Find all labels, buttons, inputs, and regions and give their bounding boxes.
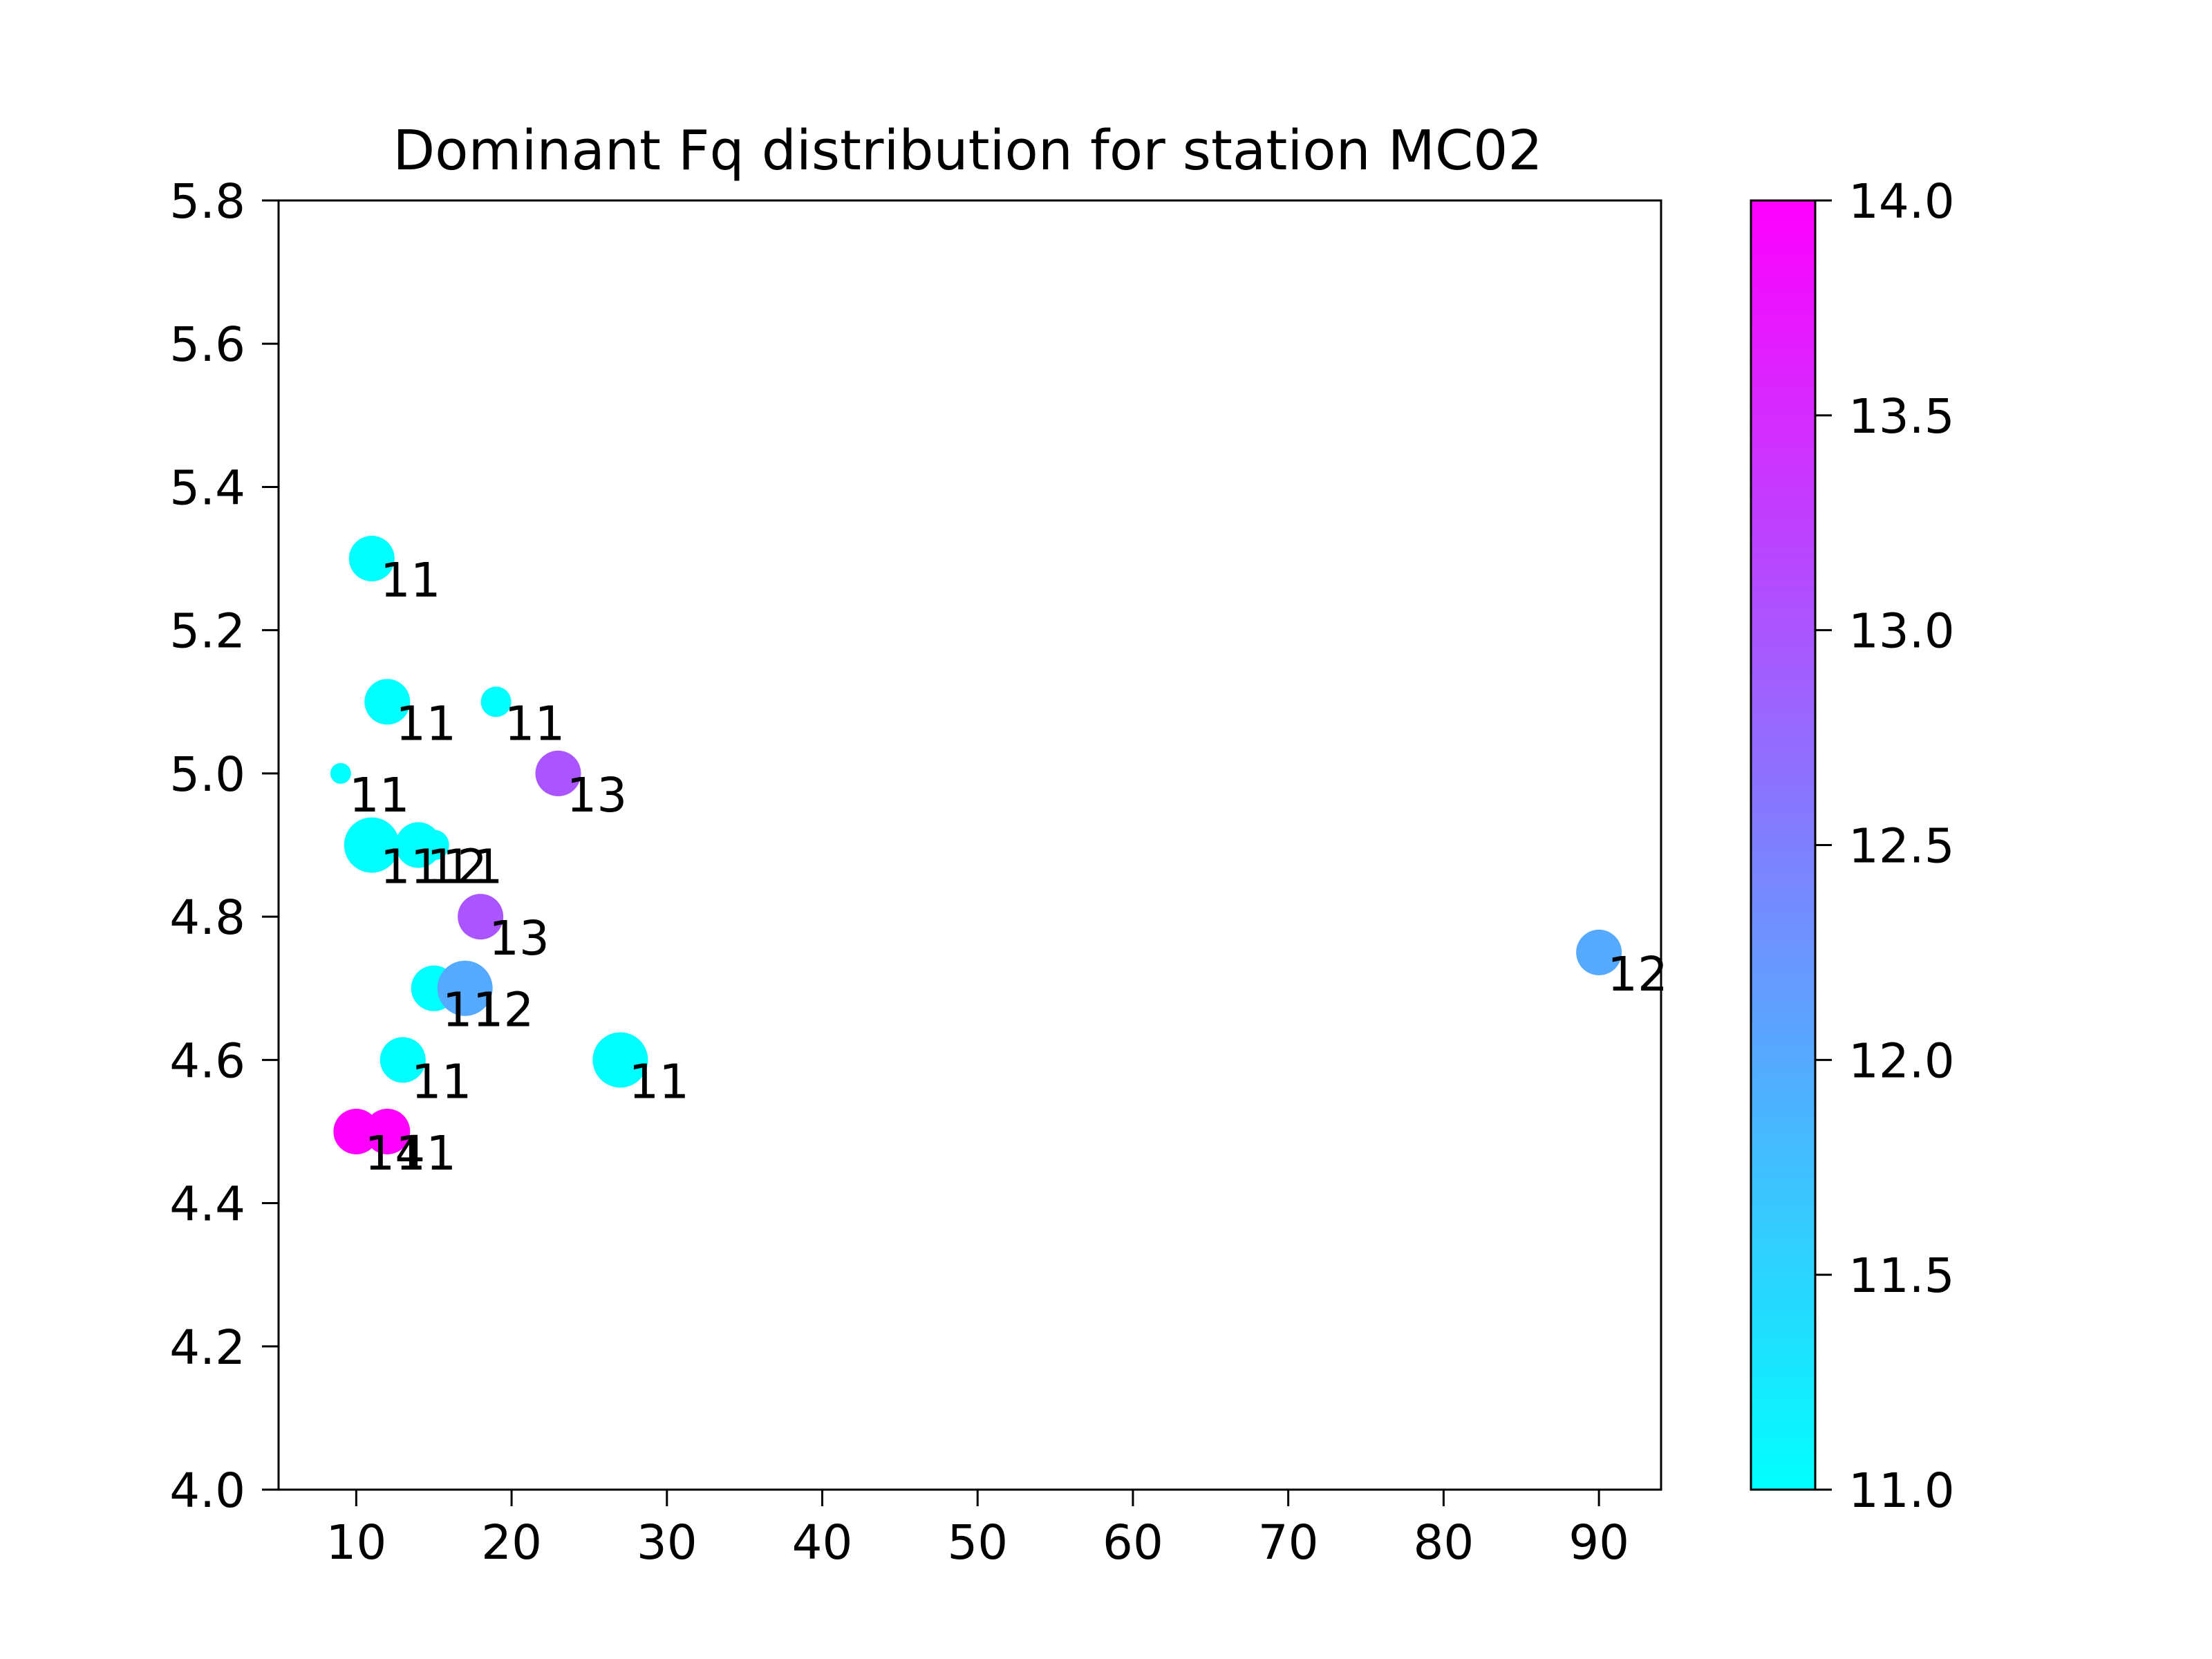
- colorbar-tick-label: 13.0: [1848, 604, 1955, 659]
- colorbar-axis: 11.0 11.5 12.0 12.5 13.0 13.5 14.0: [1815, 174, 1955, 1519]
- point-label: 11: [380, 840, 441, 895]
- scatter-point: [592, 1032, 648, 1088]
- y-tick-label: 4.4: [169, 1177, 245, 1232]
- scatter-point: [330, 762, 351, 784]
- x-tick-label: 50: [947, 1515, 1008, 1571]
- point-label: 12: [427, 840, 487, 895]
- y-tick-label: 5.4: [169, 460, 245, 516]
- colorbar-tick-label: 12.5: [1848, 819, 1955, 874]
- y-tick-label: 4.2: [169, 1320, 245, 1376]
- colorbar-tick-label: 11.5: [1848, 1248, 1955, 1304]
- scatter-point: [1576, 929, 1622, 975]
- x-tick-label: 40: [792, 1515, 853, 1571]
- point-label: 11: [505, 696, 565, 751]
- scatter-point: [458, 894, 504, 940]
- point-label: 13: [566, 768, 627, 823]
- chart-title: Dominant Fq distribution for station MC0…: [393, 119, 1542, 182]
- y-axis: 4.0 4.2 4.4 4.6 4.8 5.0 5.2 5.4 5.6 5.8: [169, 174, 279, 1519]
- point-label: 11: [349, 768, 410, 823]
- scatter-point: [418, 830, 449, 861]
- y-tick-label: 5.8: [169, 174, 245, 229]
- x-tick-label: 70: [1258, 1515, 1319, 1571]
- y-tick-label: 5.6: [169, 317, 245, 373]
- point-label: 13: [489, 911, 550, 966]
- colorbar-tick-label: 12.0: [1848, 1033, 1955, 1089]
- y-tick-label: 4.8: [169, 890, 245, 946]
- x-tick-label: 60: [1103, 1515, 1163, 1571]
- x-tick-label: 80: [1413, 1515, 1474, 1571]
- scatter-points: [330, 536, 1622, 1154]
- y-tick-label: 4.0: [169, 1463, 245, 1519]
- point-label: 11: [380, 553, 441, 608]
- scatter-point: [344, 817, 400, 873]
- scatter-point: [364, 1108, 411, 1154]
- point-label: 11: [442, 983, 503, 1038]
- colorbar-tick-label: 11.0: [1848, 1463, 1955, 1519]
- x-tick-label: 20: [481, 1515, 542, 1571]
- x-tick-label: 90: [1568, 1515, 1629, 1571]
- colorbar: [1750, 199, 1817, 1491]
- point-label: 14: [364, 1126, 425, 1181]
- point-label: 11: [411, 1054, 472, 1109]
- point-label: 11: [395, 1126, 456, 1181]
- y-tick-label: 5.0: [169, 747, 245, 803]
- point-label: 11: [395, 696, 456, 751]
- x-tick-label: 30: [637, 1515, 697, 1571]
- scatter-point: [535, 750, 581, 796]
- colorbar-tick-label: 14.0: [1848, 174, 1955, 229]
- point-label: 11: [628, 1054, 689, 1109]
- scatter-point: [379, 1037, 426, 1083]
- scatter-point: [364, 679, 411, 725]
- y-tick-label: 5.2: [169, 604, 245, 659]
- scatter-point: [480, 686, 512, 718]
- x-axis: 10 20 30 40 50 60 70 80 90: [326, 1490, 1629, 1571]
- plot-frame: [277, 199, 1662, 1491]
- point-label: 12: [1607, 947, 1668, 1002]
- y-tick-label: 4.6: [169, 1033, 245, 1089]
- x-tick-label: 10: [326, 1515, 386, 1571]
- point-label: 11: [442, 840, 503, 895]
- scatter-point: [437, 960, 493, 1016]
- colorbar-tick-label: 13.5: [1848, 389, 1955, 444]
- scatter-point: [348, 536, 395, 582]
- point-label: 12: [474, 983, 534, 1038]
